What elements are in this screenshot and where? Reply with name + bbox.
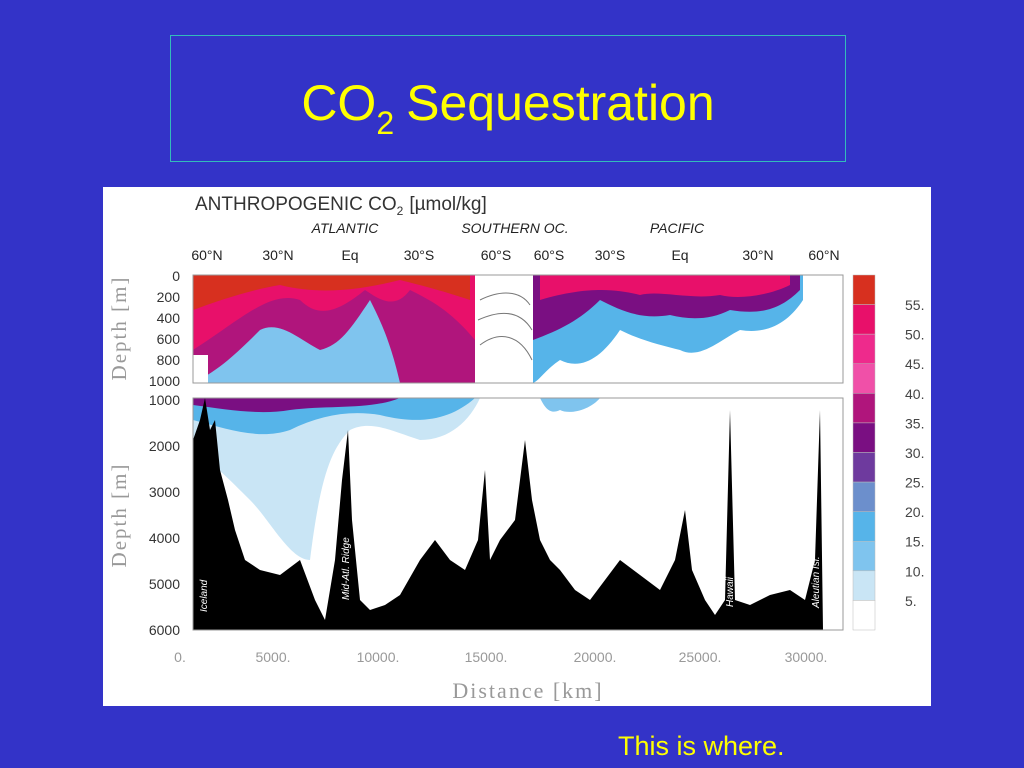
figure: ANTHROPOGENIC CO2 [µmol/kg] ATLANTIC SOUTH… [103,187,931,706]
feature-label: Hawaii [725,576,736,607]
depth-tick-label: 2000 [149,438,180,454]
colorbar-label: 25. [905,475,924,491]
latitude-label: 30°N [742,247,773,263]
latitude-label: 60°S [481,247,512,263]
colorbar-swatch [852,452,876,483]
colorbar-label: 15. [905,534,924,550]
latitude-label: 30°S [404,247,435,263]
latitude-label: Eq [341,247,358,263]
colorbar-swatch [852,363,876,394]
distance-tick-label: 0. [174,649,186,665]
colorbar-label: 50. [905,327,924,343]
feature-label: Aleutian Isl. [811,556,822,609]
depth-tick-label: 0 [172,268,180,284]
distance-tick-label: 5000. [255,649,290,665]
latitude-label: 30°S [595,247,626,263]
latitude-label: 30°N [262,247,293,263]
depth-tick-label: 800 [157,352,181,368]
feature-label: Iceland [199,579,210,612]
feature-label: Mid-Atl. Ridge [341,537,352,600]
latitude-label: 60°S [534,247,565,263]
colorbar-swatch [852,274,876,305]
colorbar-swatch [852,541,876,572]
depth-tick-label: 4000 [149,530,180,546]
colorbar-label: 10. [905,563,924,579]
distance-tick-label: 20000. [574,649,617,665]
depth-tick-label: 3000 [149,484,180,500]
depth-tick-label: 1000 [149,373,180,389]
distance-tick-label: 30000. [785,649,828,665]
colorbar-label: 45. [905,356,924,372]
colorbar-label: 5. [905,593,917,609]
depth-tick-label: 400 [157,310,181,326]
depth-tick-label: 200 [157,289,181,305]
basin-label: PACIFIC [650,220,705,236]
latitude-label: 60°N [808,247,839,263]
latitude-label: 60°N [191,247,222,263]
colorbar-label: 35. [905,415,924,431]
depth-tick-label: 5000 [149,576,180,592]
colorbar-label: 55. [905,297,924,313]
depth-tick-label: 6000 [149,622,180,638]
lower-panel [192,397,844,631]
colorbar-swatch [852,570,876,601]
depth-tick-label: 600 [157,331,181,347]
basin-label: SOUTHERN OC. [461,220,568,236]
colorbar-label: 20. [905,504,924,520]
colorbar-swatch [852,304,876,335]
upper-panel [192,274,844,384]
depth-axis-label: Depth [m] [107,463,131,568]
distance-tick-label: 25000. [679,649,722,665]
distance-tick-label: 15000. [465,649,508,665]
basin-label: ATLANTIC [311,220,380,236]
figure-heading: ANTHROPOGENIC CO2 [µmol/kg] [195,194,487,218]
colorbar-swatch [852,600,876,631]
depth-axis-label: Depth [m] [107,276,131,381]
depth-tick-label: 1000 [149,392,180,408]
colorbar-label: 40. [905,386,924,402]
colorbar-swatch [852,422,876,453]
colorbar-swatch [852,511,876,542]
distance-tick-label: 10000. [357,649,400,665]
distance-axis-label: Distance [km] [452,678,603,703]
colorbar-label: 30. [905,445,924,461]
colorbar-swatch [852,481,876,512]
colorbar [852,274,876,631]
colorbar-swatch [852,333,876,364]
latitude-label: Eq [671,247,688,263]
title-box [170,35,846,162]
colorbar-swatch [852,393,876,424]
caption: This is where. [618,731,785,761]
slide-title: CO2 Sequestration [301,75,714,141]
